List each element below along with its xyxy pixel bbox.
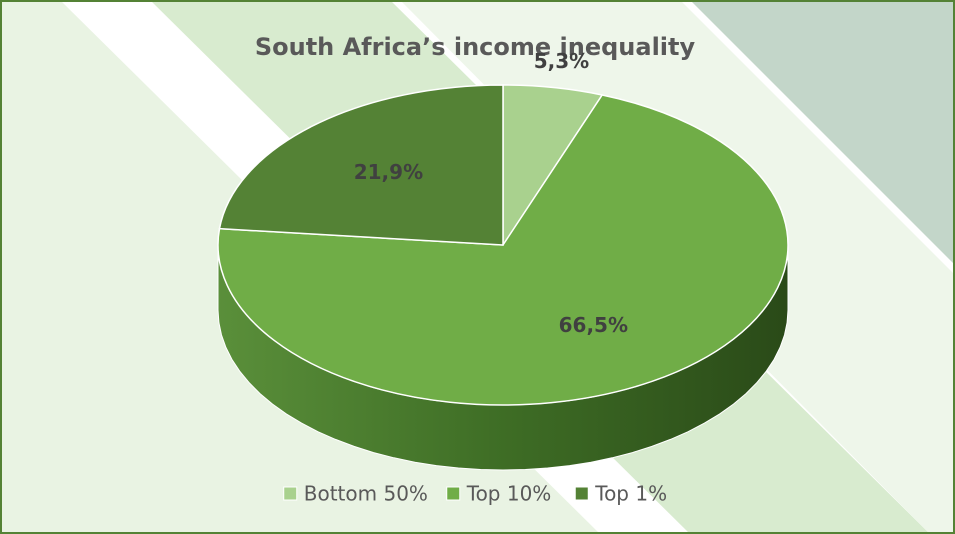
slice [217,94,789,406]
legend-label: Bottom 50% [304,482,428,506]
data-label: 66,5% [559,313,628,337]
data-label: 21,9% [354,160,423,184]
slice [218,84,504,246]
pie: 5,3% 66,5% 21,9% [217,49,789,471]
data-label: 5,3% [534,49,589,73]
chart-title: South Africa’s income inequality [255,33,696,61]
bg-stripe [690,0,955,265]
legend-swatch [283,486,298,501]
legend: Bottom 50% Top 10% Top 1% [283,482,667,506]
legend-swatch [446,486,461,501]
legend-label: Top 1% [594,482,667,506]
legend-swatch [574,486,589,501]
legend-label: Top 10% [466,482,552,506]
